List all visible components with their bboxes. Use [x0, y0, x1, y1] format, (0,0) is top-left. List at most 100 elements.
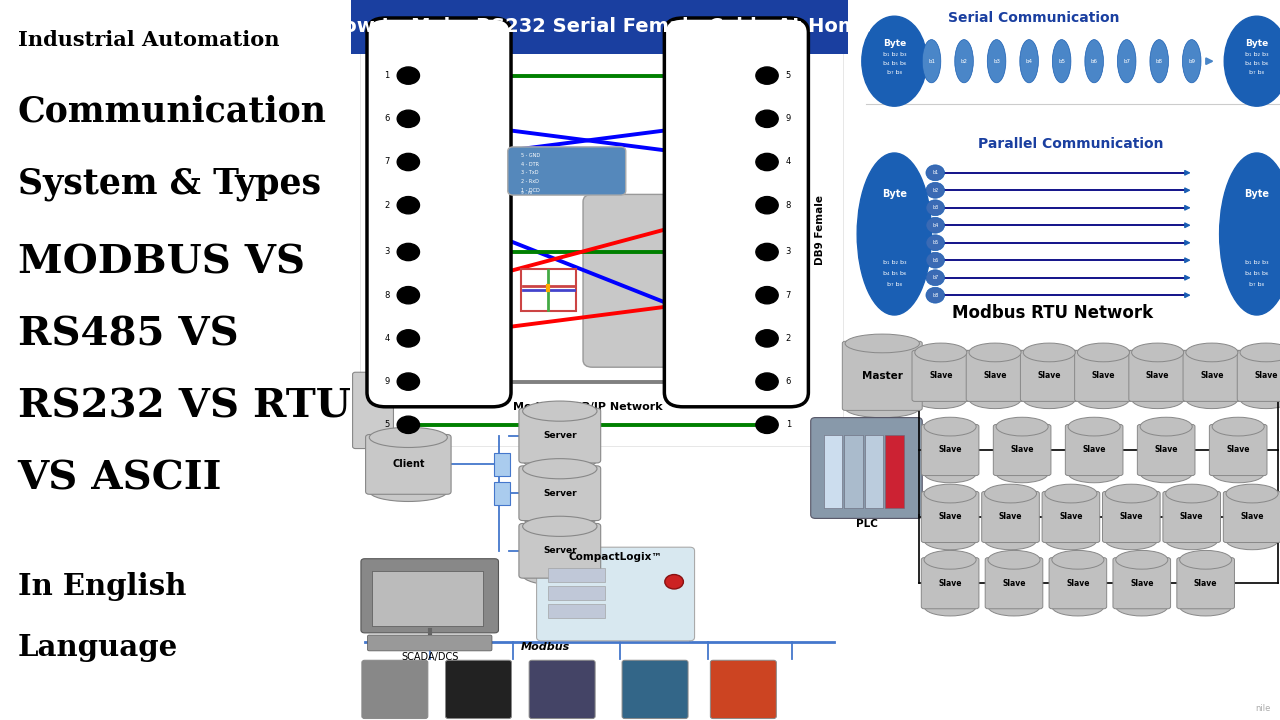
FancyBboxPatch shape	[966, 350, 1024, 401]
Ellipse shape	[522, 450, 596, 470]
Ellipse shape	[1140, 464, 1192, 482]
Text: Communication: Communication	[18, 94, 326, 129]
Text: Slave: Slave	[998, 513, 1023, 521]
FancyBboxPatch shape	[1176, 557, 1234, 609]
Ellipse shape	[1085, 40, 1103, 83]
Circle shape	[397, 67, 420, 84]
Ellipse shape	[925, 165, 945, 181]
Text: RS232 VS RTU: RS232 VS RTU	[18, 388, 351, 426]
Circle shape	[397, 330, 420, 347]
Text: 4 - DTR: 4 - DTR	[521, 162, 539, 166]
Text: Server: Server	[543, 489, 576, 498]
Text: b₇ b₈: b₇ b₈	[887, 71, 902, 75]
Ellipse shape	[1224, 16, 1280, 106]
FancyBboxPatch shape	[521, 269, 576, 311]
Ellipse shape	[845, 334, 919, 353]
Text: Slave: Slave	[1254, 372, 1277, 380]
Ellipse shape	[1183, 40, 1201, 83]
Ellipse shape	[1132, 390, 1184, 409]
Text: b3: b3	[993, 59, 1000, 63]
FancyBboxPatch shape	[982, 491, 1039, 543]
FancyBboxPatch shape	[529, 660, 595, 719]
Text: b3: b3	[932, 205, 938, 210]
Ellipse shape	[924, 550, 977, 569]
FancyBboxPatch shape	[360, 40, 844, 446]
Circle shape	[397, 243, 420, 261]
Text: b7: b7	[1123, 59, 1130, 63]
Text: 7: 7	[786, 291, 791, 300]
Text: SCADA/DCS: SCADA/DCS	[401, 652, 458, 662]
Text: b6: b6	[932, 258, 938, 263]
Text: Slave: Slave	[1010, 446, 1034, 454]
Text: Slave: Slave	[1059, 513, 1083, 521]
Text: Serial Communication: Serial Communication	[948, 11, 1120, 25]
Text: 7: 7	[384, 158, 389, 166]
Ellipse shape	[1116, 598, 1167, 616]
Ellipse shape	[1212, 418, 1265, 436]
Circle shape	[756, 67, 778, 84]
Ellipse shape	[996, 418, 1048, 436]
Text: RS485 VS: RS485 VS	[18, 316, 238, 354]
Text: Slave: Slave	[1240, 513, 1263, 521]
Ellipse shape	[1052, 598, 1103, 616]
Text: b₄ b₅ b₆: b₄ b₅ b₆	[883, 61, 906, 66]
Circle shape	[397, 287, 420, 304]
Text: Slave: Slave	[1194, 579, 1217, 588]
Circle shape	[664, 575, 684, 589]
Ellipse shape	[988, 598, 1041, 616]
FancyBboxPatch shape	[1164, 491, 1221, 543]
FancyBboxPatch shape	[913, 350, 970, 401]
Text: Modbus TCP/IP Network: Modbus TCP/IP Network	[513, 402, 663, 412]
Ellipse shape	[1044, 484, 1097, 503]
Text: VS ASCII: VS ASCII	[18, 460, 221, 498]
Ellipse shape	[984, 484, 1037, 503]
Ellipse shape	[1020, 40, 1038, 83]
Ellipse shape	[1180, 598, 1231, 616]
Text: 4: 4	[384, 334, 389, 343]
Text: b₄ b₅ b₆: b₄ b₅ b₆	[1245, 61, 1268, 66]
Ellipse shape	[1132, 343, 1184, 362]
Text: 9: 9	[786, 114, 791, 123]
Text: b2: b2	[932, 188, 938, 193]
Text: 8: 8	[786, 201, 791, 210]
FancyBboxPatch shape	[536, 547, 695, 641]
Text: Slave: Slave	[1038, 372, 1061, 380]
FancyBboxPatch shape	[824, 435, 842, 508]
Ellipse shape	[1106, 531, 1157, 550]
Text: Server: Server	[543, 546, 576, 555]
Text: Industrial Automation: Industrial Automation	[18, 30, 279, 50]
FancyBboxPatch shape	[584, 194, 769, 367]
Ellipse shape	[924, 531, 977, 550]
Text: Client: Client	[392, 459, 425, 469]
Text: 6 - DSR: 6 - DSR	[521, 212, 536, 217]
Circle shape	[397, 197, 420, 214]
FancyBboxPatch shape	[508, 147, 626, 195]
Ellipse shape	[858, 153, 932, 315]
Text: b2: b2	[960, 59, 968, 63]
Ellipse shape	[1149, 40, 1169, 83]
Ellipse shape	[1023, 343, 1075, 362]
Ellipse shape	[987, 40, 1006, 83]
FancyBboxPatch shape	[445, 660, 512, 719]
Text: Parallel Communication: Parallel Communication	[978, 137, 1164, 151]
Ellipse shape	[1226, 484, 1279, 503]
FancyBboxPatch shape	[1210, 424, 1267, 475]
Ellipse shape	[1185, 343, 1238, 362]
FancyBboxPatch shape	[367, 635, 492, 651]
Ellipse shape	[925, 182, 945, 198]
Text: 5: 5	[384, 420, 389, 429]
Text: 3 - TxD: 3 - TxD	[521, 171, 539, 175]
FancyBboxPatch shape	[922, 491, 979, 543]
Circle shape	[397, 373, 420, 390]
Text: 2 - RxD: 2 - RxD	[521, 179, 539, 184]
Circle shape	[756, 153, 778, 171]
FancyBboxPatch shape	[622, 660, 689, 719]
Text: Slave: Slave	[938, 579, 961, 588]
Text: b8: b8	[932, 293, 938, 297]
Ellipse shape	[1044, 531, 1097, 550]
FancyBboxPatch shape	[845, 435, 863, 508]
Text: Slave: Slave	[929, 372, 952, 380]
Text: b₇ b₈: b₇ b₈	[887, 282, 902, 287]
Text: Slave: Slave	[1201, 372, 1224, 380]
Text: 6: 6	[384, 114, 389, 123]
